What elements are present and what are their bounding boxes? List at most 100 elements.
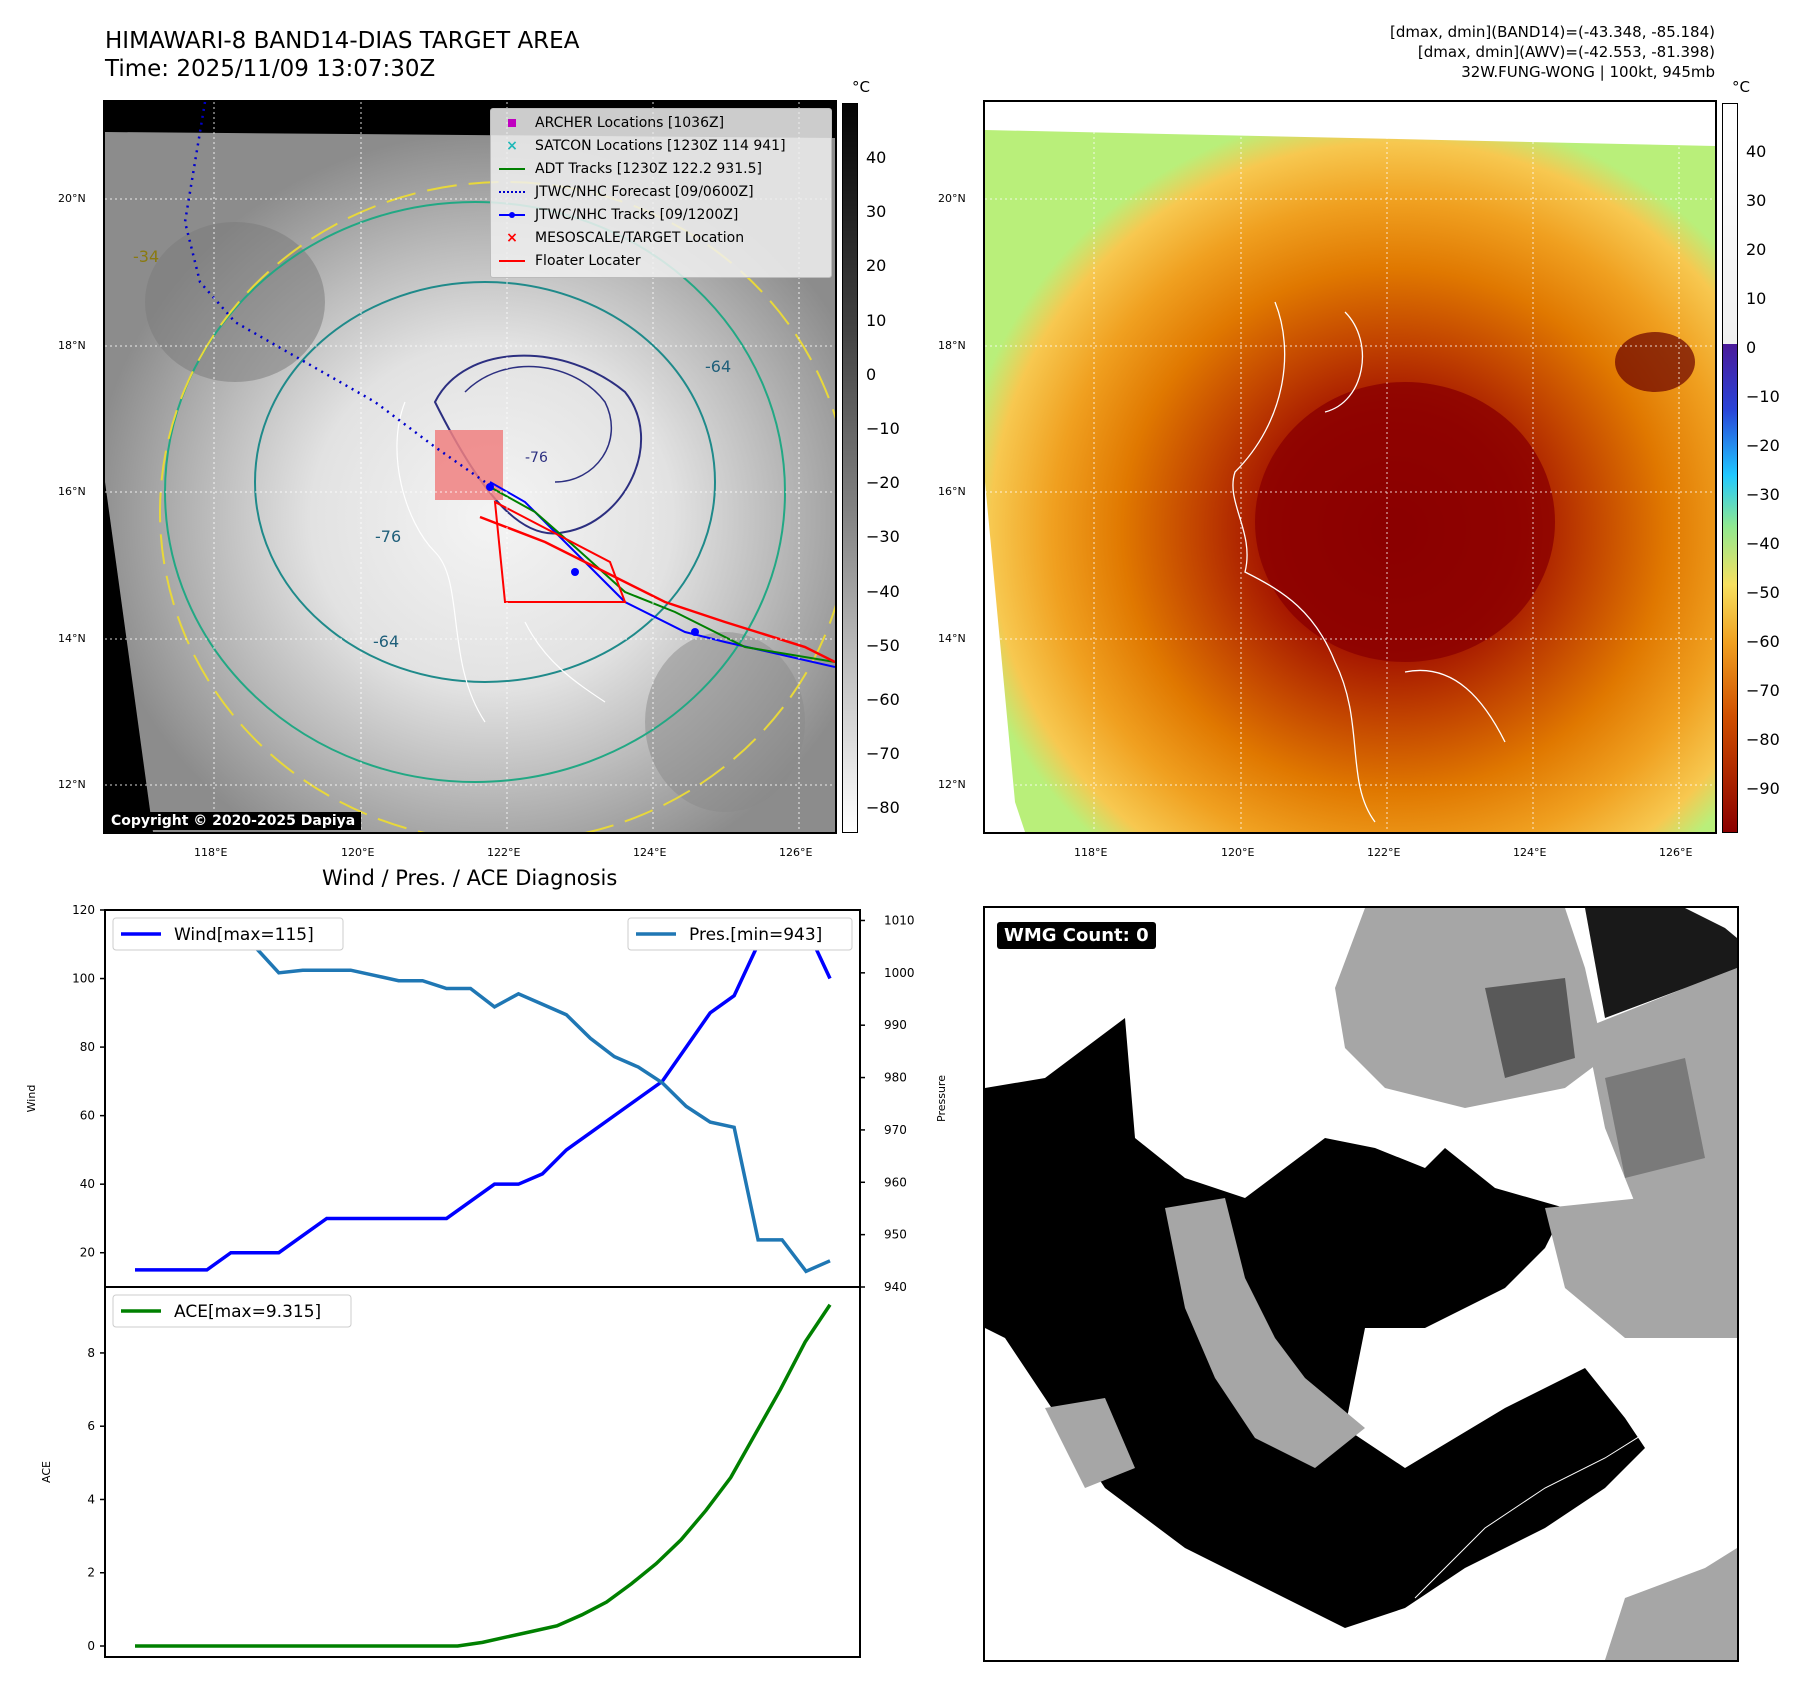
legend-entry: Floater Locater bbox=[497, 251, 641, 271]
colorbar-grayscale bbox=[842, 103, 858, 833]
colorbar-tick-label: 30 bbox=[1746, 191, 1767, 210]
satellite-map-awv bbox=[983, 100, 1717, 834]
series-line bbox=[134, 924, 831, 1274]
wmg-count-label: WMG Count: 0 bbox=[997, 922, 1156, 949]
colorbar-tick-label: −50 bbox=[866, 635, 900, 655]
colorbar-tick-label: 0 bbox=[1746, 338, 1757, 357]
y-right-tick-label: 950 bbox=[884, 1228, 907, 1242]
legend-marker-icon bbox=[497, 161, 527, 177]
y-right-tick-label: 1010 bbox=[884, 913, 915, 927]
colorbar-tick-label: −30 bbox=[866, 527, 900, 547]
legend-marker-icon: × bbox=[506, 138, 518, 154]
series-line bbox=[135, 924, 832, 1272]
copyright-label: Copyright © 2020-2025 Dapiya bbox=[105, 812, 362, 830]
legend-entry: × SATCON Locations [1230Z 114 941] bbox=[497, 136, 786, 156]
y-axis-label: Wind bbox=[25, 1085, 38, 1113]
latitude-label: 20°N bbox=[58, 192, 86, 205]
chart-title: Wind / Pres. / ACE Diagnosis bbox=[322, 866, 618, 890]
colorbar-tick-label: −10 bbox=[866, 419, 900, 438]
legend-label: Wind[max=115] bbox=[174, 925, 314, 945]
wmg-mask-image bbox=[985, 908, 1737, 1660]
legend-entry: JTWC/NHC Tracks [09/1200Z] bbox=[497, 205, 738, 225]
colorbar-tick-label: 30 bbox=[866, 202, 887, 222]
contour-label: -76 bbox=[525, 450, 548, 466]
legend-marker-icon bbox=[497, 207, 527, 223]
contour-label: -64 bbox=[373, 632, 399, 651]
legend-label: JTWC/NHC Forecast [09/0600Z] bbox=[535, 184, 754, 200]
latitude-label: 18°N bbox=[938, 339, 966, 352]
y-tick-label: 0 bbox=[87, 1639, 95, 1653]
longitude-label: 126°E bbox=[779, 846, 813, 859]
latitude-label: 18°N bbox=[58, 339, 86, 352]
longitude-label: 124°E bbox=[633, 846, 667, 859]
contour-label: -34 bbox=[133, 247, 159, 266]
colorbar-tick-label: −60 bbox=[866, 690, 900, 709]
contour-label: -76 bbox=[375, 527, 401, 546]
legend-label: ARCHER Locations [1036Z] bbox=[535, 115, 725, 131]
y-right-tick-label: 1000 bbox=[884, 966, 915, 980]
latitude-label: 16°N bbox=[938, 485, 966, 498]
y-tick-label: 20 bbox=[80, 1246, 95, 1260]
legend-box bbox=[112, 1294, 352, 1328]
legend-box bbox=[112, 917, 344, 951]
legend-label: Pres.[min=943] bbox=[689, 925, 822, 945]
y-right-tick-label: 960 bbox=[884, 1175, 907, 1189]
legend-marker-icon bbox=[497, 115, 527, 131]
colorbar-unit: °C bbox=[1732, 78, 1750, 96]
y-right-tick-label: 970 bbox=[884, 1123, 907, 1137]
y-tick-label: 60 bbox=[80, 1109, 95, 1123]
stats-band14: [dmax, dmin](BAND14)=(-43.348, -85.184) bbox=[1390, 23, 1715, 41]
colorbar-tick-label: −10 bbox=[1746, 387, 1780, 406]
map-legend: ARCHER Locations [1036Z] × SATCON Location… bbox=[490, 108, 832, 278]
plot-frame-bottom bbox=[104, 1286, 861, 1658]
colorbar-tick-label: 20 bbox=[866, 256, 887, 276]
colorbar-tick-label: 10 bbox=[866, 310, 887, 330]
latitude-label: 20°N bbox=[938, 192, 966, 205]
figure-title: HIMAWARI-8 BAND14-DIAS TARGET AREA bbox=[105, 28, 580, 54]
y-tick-label: 40 bbox=[80, 1177, 95, 1191]
awv-imagery bbox=[985, 102, 1715, 832]
latitude-label: 12°N bbox=[938, 778, 966, 791]
legend-marker-icon: × bbox=[506, 230, 518, 246]
legend-label: ADT Tracks [1230Z 122.2 931.5] bbox=[535, 161, 762, 177]
legend-entry: ARCHER Locations [1036Z] bbox=[497, 113, 724, 133]
stats-awv: [dmax, dmin](AWV)=(-42.553, -81.398) bbox=[1417, 43, 1715, 61]
colorbar-tick-label: 20 bbox=[1746, 240, 1767, 259]
longitude-label: 118°E bbox=[194, 846, 228, 859]
wmg-panel: WMG Count: 0 bbox=[983, 906, 1739, 1662]
colorbar-tick-label: 40 bbox=[1746, 142, 1767, 161]
longitude-label: 124°E bbox=[1513, 846, 1547, 859]
colorbar-awv bbox=[1722, 103, 1738, 833]
longitude-label: 120°E bbox=[341, 846, 375, 859]
y-right-tick-label: 990 bbox=[884, 1018, 907, 1032]
legend-marker-icon bbox=[497, 184, 527, 200]
legend-label: JTWC/NHC Tracks [09/1200Z] bbox=[535, 207, 739, 223]
colorbar-tick-label: −40 bbox=[866, 581, 900, 601]
colorbar-tick-label: 10 bbox=[1746, 289, 1767, 308]
legend-entry: JTWC/NHC Forecast [09/0600Z] bbox=[497, 182, 754, 202]
legend-label: SATCON Locations [1230Z 114 941] bbox=[535, 138, 786, 154]
figure-time: Time: 2025/11/09 13:07:30Z bbox=[105, 56, 436, 82]
y-tick-label: 6 bbox=[87, 1419, 95, 1433]
colorbar-tick-label: −80 bbox=[1746, 730, 1780, 749]
grayscale-imagery: -76 -64 -34 -64 -76 bbox=[105, 102, 835, 832]
longitude-label: 122°E bbox=[487, 846, 521, 859]
colorbar-tick-label: 0 bbox=[866, 364, 877, 384]
colorbar-tick-label: −50 bbox=[1746, 583, 1780, 602]
colorbar-tick-label: −70 bbox=[1746, 681, 1780, 700]
colorbar-tick-label: −70 bbox=[866, 744, 900, 764]
longitude-label: 122°E bbox=[1367, 846, 1401, 859]
colorbar-tick-label: −20 bbox=[1746, 436, 1780, 455]
longitude-label: 118°E bbox=[1074, 846, 1108, 859]
y-right-axis-label: Pressure bbox=[935, 1075, 948, 1122]
diagnosis-chart: 2040608010012094095096097098099010001010… bbox=[25, 903, 948, 1658]
colorbar-unit: °C bbox=[852, 78, 870, 96]
legend-entry: × MESOSCALE/TARGET Location bbox=[497, 228, 744, 248]
legend-box bbox=[627, 917, 853, 951]
colorbar-tick-label: −90 bbox=[1746, 779, 1780, 798]
colorbar-tick-label: −30 bbox=[1746, 485, 1780, 504]
legend-entry: ADT Tracks [1230Z 122.2 931.5] bbox=[497, 159, 762, 179]
legend-label: Floater Locater bbox=[535, 253, 641, 269]
y-tick-label: 100 bbox=[72, 972, 95, 986]
colorbar-tick-label: −80 bbox=[866, 798, 900, 818]
